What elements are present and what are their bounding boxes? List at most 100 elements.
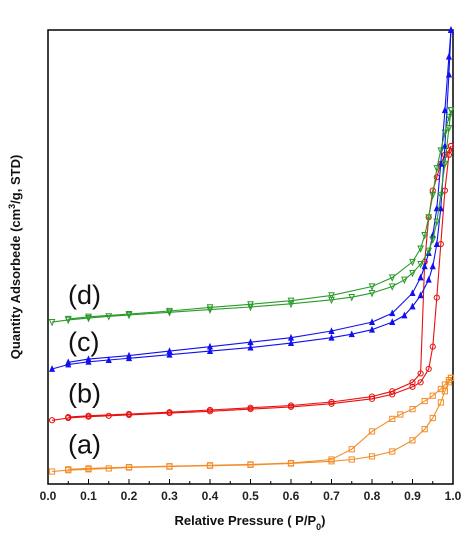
data-point [421,262,428,270]
data-point [287,339,295,346]
series-layer [48,26,455,475]
x-tick-label: 0.2 [121,489,138,503]
data-point [421,397,428,405]
data-point [206,462,214,469]
data-point [105,465,112,472]
data-point [166,347,173,355]
data-point [85,313,92,322]
series-d [48,107,455,327]
data-point [85,355,92,363]
data-point [425,275,432,283]
data-point [65,414,72,421]
data-point [368,283,376,291]
data-point [247,343,254,351]
data-point [409,406,416,413]
data-point [429,343,436,350]
data-point [437,159,444,167]
series-label: (d) [68,280,101,310]
data-point [429,414,436,422]
x-axis-ticks [47,479,454,484]
x-tick-label: 0.3 [161,489,178,503]
data-point [287,297,295,306]
adsorption-line [51,145,452,421]
data-point [287,402,295,409]
data-point [388,283,396,291]
series-c [48,26,455,372]
data-point [445,377,453,384]
data-point [441,381,448,388]
data-point [445,125,453,133]
data-point [389,415,396,423]
data-point [247,338,254,346]
data-point [437,147,445,155]
data-point [206,347,214,355]
data-point [247,461,254,468]
data-point [64,315,72,324]
x-tick-label: 0.1 [80,489,97,503]
data-point [429,392,436,399]
data-point [437,191,445,200]
data-point [447,107,455,115]
y-axis-title: Quantity Adsorbede (cm3/g, STD) [7,155,23,360]
adsorption-line [51,110,452,323]
data-point [409,289,416,297]
data-point [328,400,335,407]
data-point [328,333,335,341]
data-point [401,276,408,285]
data-point [437,385,444,393]
data-point [328,456,335,463]
data-point [429,236,437,244]
data-point [287,459,295,467]
data-point [433,218,441,227]
data-point [85,315,92,323]
data-point [368,453,376,460]
data-point [166,307,173,316]
desorption-line [68,110,452,320]
data-point [433,240,440,247]
data-point [389,388,396,395]
x-tick-label: 1.0 [445,489,462,503]
data-point [328,292,335,300]
data-point [429,262,436,270]
x-tick-label: 0.6 [283,489,300,503]
data-point [441,129,449,137]
desorption-line [68,377,452,470]
data-point [206,406,214,414]
data-point [125,463,133,471]
data-point [389,448,396,455]
data-point [409,437,416,444]
data-point [48,365,56,372]
data-point [348,446,355,453]
data-point [328,327,335,334]
series-label: (b) [68,378,101,408]
desorption-line [68,145,452,418]
x-tick-label: 0.7 [323,489,340,503]
data-point [425,214,433,222]
data-point [166,350,173,358]
data-point [409,379,416,386]
x-tick-label: 0.8 [364,489,381,503]
data-point [441,106,448,114]
data-point [409,258,416,267]
x-tick-label: 0.5 [242,489,259,503]
data-point [348,330,355,338]
data-point [287,333,295,341]
data-point [368,325,376,333]
x-axis-tick-labels: 0.0 0.1 0.2 0.3 0.4 0.5 0.6 0.7 0.8 0.9 1.0 [40,489,462,503]
data-point [105,313,113,321]
adsorption-line [51,29,452,370]
series-a [48,374,455,475]
data-point [401,311,408,319]
data-point [433,294,440,301]
data-point [166,463,173,470]
data-point [48,319,56,327]
data-point [65,358,72,366]
data-point [348,294,356,302]
data-point [409,269,416,278]
data-point [397,411,404,418]
data-point [409,383,416,390]
data-point [348,456,355,463]
data-point [166,309,173,317]
data-point [417,245,424,253]
